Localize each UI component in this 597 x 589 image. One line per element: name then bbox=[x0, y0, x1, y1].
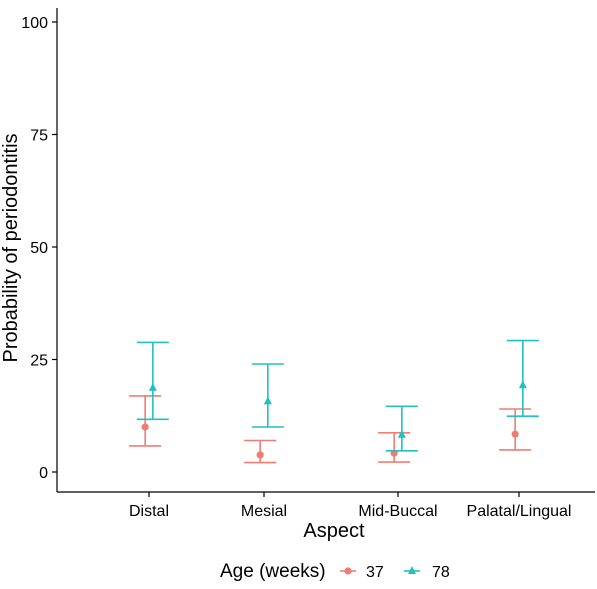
y-tick-label: 100 bbox=[21, 15, 48, 32]
x-tick-label: Distal bbox=[129, 503, 169, 520]
legend-key-marker-37 bbox=[344, 567, 352, 575]
x-tick-label: Mid-Buccal bbox=[358, 503, 437, 520]
point-78 bbox=[518, 380, 527, 389]
y-tick-label: 0 bbox=[39, 465, 48, 482]
marks-layer bbox=[129, 339, 539, 464]
legend-label-37: 37 bbox=[366, 564, 384, 581]
y-tick-label: 50 bbox=[30, 240, 48, 257]
axes-layer: 0 25 50 75 100 Distal Mesial Mid-Buccal Palatal/… bbox=[21, 8, 595, 520]
point-78 bbox=[397, 429, 406, 438]
legend-key-marker-78 bbox=[408, 566, 416, 574]
x-axis-title: Aspect bbox=[303, 520, 365, 542]
legend-title: Age (weeks) bbox=[220, 561, 326, 582]
x-tick-label: Palatal/Lingual bbox=[467, 503, 572, 520]
labels-layer: Aspect Probability of periodontitis bbox=[0, 133, 365, 542]
y-axis-title: Probability of periodontitis bbox=[0, 133, 22, 362]
point-37 bbox=[256, 451, 264, 459]
point-37 bbox=[141, 423, 149, 431]
point-78 bbox=[148, 382, 157, 391]
legend: Age (weeks) 37 78 bbox=[220, 561, 450, 582]
x-tick-label: Mesial bbox=[241, 503, 287, 520]
legend-label-78: 78 bbox=[432, 564, 450, 581]
y-tick-label: 75 bbox=[30, 128, 48, 145]
point-37 bbox=[511, 430, 519, 438]
point-78 bbox=[263, 396, 272, 405]
y-tick-label: 25 bbox=[30, 353, 48, 370]
